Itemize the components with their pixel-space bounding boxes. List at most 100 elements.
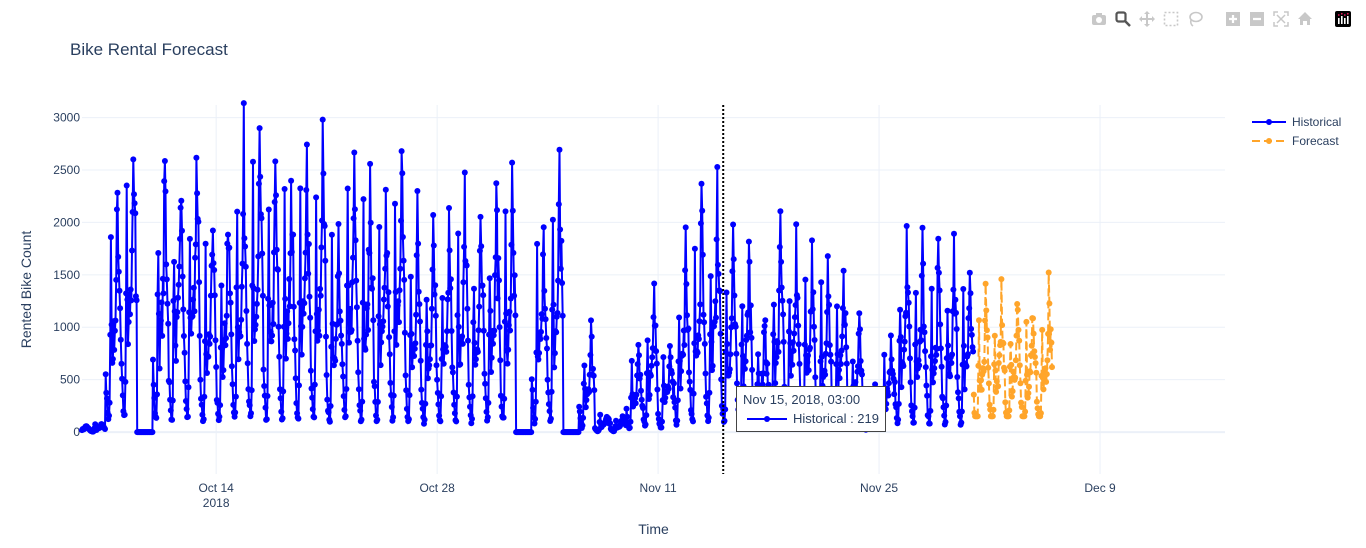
data-point[interactable]	[534, 240, 541, 247]
data-point[interactable]	[161, 178, 168, 185]
data-point[interactable]	[117, 305, 124, 312]
data-point[interactable]	[490, 332, 497, 339]
data-point[interactable]	[924, 392, 931, 399]
data-point[interactable]	[772, 380, 779, 387]
data-point[interactable]	[162, 188, 169, 195]
data-point[interactable]	[328, 343, 335, 350]
data-point[interactable]	[311, 381, 318, 388]
data-point[interactable]	[317, 285, 324, 292]
data-point[interactable]	[500, 414, 507, 421]
data-point[interactable]	[150, 381, 157, 388]
data-point[interactable]	[181, 349, 188, 356]
data-point[interactable]	[778, 284, 785, 291]
data-point[interactable]	[156, 365, 163, 372]
data-point[interactable]	[369, 275, 376, 282]
data-point[interactable]	[286, 276, 293, 282]
data-point[interactable]	[795, 341, 802, 348]
data-point[interactable]	[495, 255, 502, 262]
data-point[interactable]	[590, 365, 596, 372]
data-point[interactable]	[167, 407, 174, 414]
data-point[interactable]	[323, 333, 329, 340]
data-point[interactable]	[367, 160, 374, 167]
data-point[interactable]	[1033, 398, 1040, 405]
data-point[interactable]	[262, 404, 269, 411]
data-point[interactable]	[115, 268, 122, 275]
box-select-icon[interactable]	[1162, 10, 1180, 28]
data-point[interactable]	[905, 299, 912, 306]
data-point[interactable]	[555, 201, 562, 208]
data-point[interactable]	[265, 295, 272, 302]
data-point[interactable]	[1045, 330, 1052, 337]
data-point[interactable]	[347, 305, 354, 312]
data-point[interactable]	[974, 413, 981, 420]
data-point[interactable]	[660, 354, 667, 361]
data-point[interactable]	[825, 293, 832, 300]
data-point[interactable]	[402, 372, 409, 379]
data-point[interactable]	[748, 334, 755, 341]
data-point[interactable]	[1031, 348, 1038, 355]
data-point[interactable]	[428, 305, 435, 312]
data-point[interactable]	[176, 263, 183, 270]
data-point[interactable]	[360, 196, 367, 203]
data-point[interactable]	[981, 358, 988, 365]
data-point[interactable]	[715, 270, 722, 277]
zoom-out-icon[interactable]	[1248, 10, 1266, 28]
data-point[interactable]	[259, 292, 266, 299]
data-point[interactable]	[1012, 357, 1019, 364]
data-point[interactable]	[677, 385, 684, 392]
data-point[interactable]	[833, 361, 840, 368]
data-point[interactable]	[680, 351, 687, 358]
data-point[interactable]	[701, 319, 708, 326]
data-point[interactable]	[978, 377, 984, 384]
data-point[interactable]	[714, 261, 721, 268]
data-point[interactable]	[550, 301, 557, 308]
data-point[interactable]	[123, 182, 130, 189]
data-point[interactable]	[638, 387, 644, 394]
data-point[interactable]	[881, 351, 888, 358]
data-point[interactable]	[1017, 380, 1024, 387]
data-point[interactable]	[888, 356, 895, 363]
data-point[interactable]	[313, 194, 320, 201]
legend-item-historical[interactable]: Historical	[1252, 112, 1341, 131]
data-point[interactable]	[826, 342, 833, 349]
data-point[interactable]	[336, 270, 343, 277]
data-point[interactable]	[305, 241, 312, 247]
data-point[interactable]	[636, 352, 642, 359]
data-point[interactable]	[501, 318, 508, 325]
data-point[interactable]	[967, 290, 974, 297]
data-point[interactable]	[791, 330, 798, 337]
data-point[interactable]	[344, 185, 351, 192]
data-point[interactable]	[324, 396, 331, 403]
data-point[interactable]	[318, 244, 325, 251]
data-point[interactable]	[125, 319, 132, 325]
data-point[interactable]	[212, 337, 219, 344]
data-point[interactable]	[223, 335, 229, 342]
data-point[interactable]	[129, 247, 135, 254]
data-point[interactable]	[995, 383, 1002, 390]
data-point[interactable]	[232, 409, 239, 416]
home-icon[interactable]	[1296, 10, 1314, 28]
data-point[interactable]	[1005, 413, 1012, 420]
data-point[interactable]	[432, 312, 439, 319]
data-point[interactable]	[190, 284, 197, 291]
data-point[interactable]	[672, 404, 679, 411]
data-point[interactable]	[220, 367, 227, 374]
data-point[interactable]	[380, 296, 387, 303]
data-point[interactable]	[291, 336, 298, 343]
data-point[interactable]	[309, 406, 316, 413]
data-point[interactable]	[325, 409, 332, 416]
data-point[interactable]	[980, 368, 987, 375]
data-point[interactable]	[384, 303, 391, 310]
data-point[interactable]	[761, 329, 767, 336]
data-point[interactable]	[923, 382, 930, 389]
data-point[interactable]	[682, 224, 689, 231]
data-point[interactable]	[322, 257, 329, 264]
data-point[interactable]	[549, 306, 556, 313]
data-point[interactable]	[467, 403, 473, 410]
data-point[interactable]	[635, 341, 642, 348]
data-point[interactable]	[131, 191, 137, 198]
data-point[interactable]	[553, 329, 560, 336]
data-point[interactable]	[357, 407, 364, 414]
data-point[interactable]	[889, 371, 896, 377]
data-point[interactable]	[269, 299, 276, 306]
